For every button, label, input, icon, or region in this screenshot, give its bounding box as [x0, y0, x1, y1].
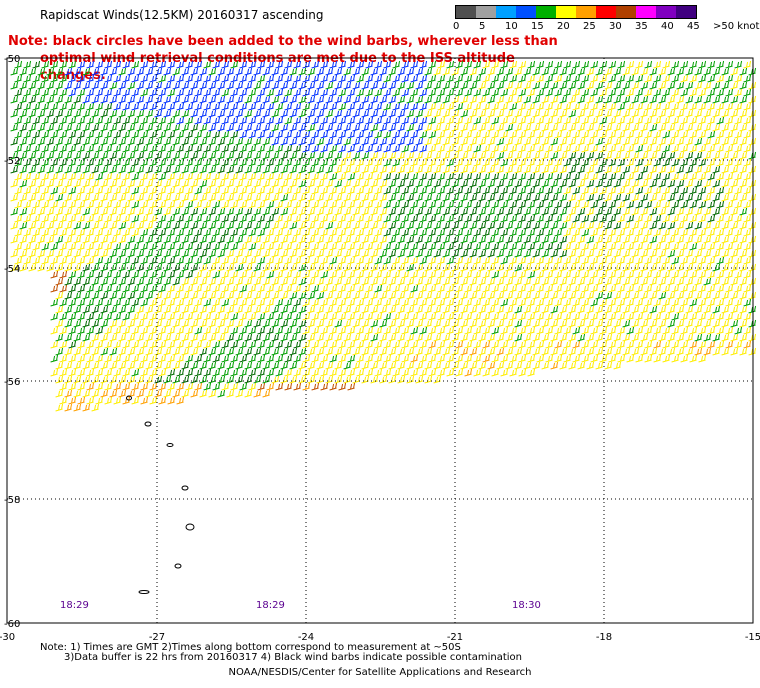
- lat-tick-label: -54: [4, 264, 20, 275]
- footer-notes-line-1: Note: 1) Times are GMT 2)Times along bot…: [40, 642, 461, 653]
- wind-barb-group: [10, 60, 757, 412]
- colorbar-swatch: [556, 6, 576, 18]
- colorbar-label: 30: [609, 21, 622, 32]
- footer-credit: NOAA/NESDIS/Center for Satellite Applica…: [228, 667, 532, 678]
- footer-notes-line-2: 3)Data buffer is 22 hrs from 20160317 4)…: [64, 652, 522, 663]
- island-outline: [126, 395, 132, 401]
- island-outline: [144, 421, 152, 427]
- wind-barb-group: [50, 270, 356, 391]
- longitude-labels: -30 -27 -24 -21 -18 -15: [0, 632, 760, 643]
- pass-time-1: 18:29: [60, 600, 89, 611]
- colorbar-swatch: [476, 6, 496, 18]
- colorbar-swatch: [576, 6, 596, 18]
- lat-tick-label: -60: [4, 619, 20, 630]
- wind-barb-group: [64, 340, 752, 412]
- island-outline: [166, 443, 174, 447]
- colorbar-swatch: [596, 6, 616, 18]
- wind-barb-group: [10, 60, 725, 384]
- lat-tick-label: -50: [4, 54, 20, 65]
- colorbar-label: 20: [557, 21, 570, 32]
- lat-tick-label: -56: [4, 377, 20, 388]
- wind-barb-group: [10, 60, 757, 398]
- pass-time-3: 18:30: [512, 600, 541, 611]
- lon-tick-label: -15: [745, 632, 760, 643]
- colorbar-labels: 0 5 10 15 20 25 30 35 40 45 >50 knots: [453, 19, 760, 33]
- map-grid: [7, 58, 753, 623]
- map-title: Rapidscat Winds(12.5KM) 20160317 ascendi…: [40, 8, 324, 22]
- islands: [126, 395, 195, 594]
- colorbar-label: 15: [531, 21, 544, 32]
- colorbar-swatch: [656, 6, 676, 18]
- colorbar-swatch: [636, 6, 656, 18]
- lat-tick-label: -52: [4, 156, 20, 167]
- lat-tick-label: -58: [4, 495, 20, 506]
- colorbar-swatches: [455, 5, 697, 19]
- colorbar-label: 0: [453, 21, 460, 32]
- latitude-labels: -50 -52 -54 -56 -58 -60: [4, 54, 20, 630]
- lon-tick-label: -18: [596, 632, 612, 643]
- island-outline: [185, 523, 195, 531]
- wind-barbs: [10, 60, 757, 412]
- island-outline: [181, 485, 189, 491]
- colorbar-label: 45: [687, 21, 700, 32]
- note-line-1: Note: black circles have been added to t…: [8, 34, 558, 49]
- colorbar-swatch: [456, 6, 476, 18]
- colorbar-label: 10: [505, 21, 518, 32]
- colorbar-label: >50 knots: [713, 21, 760, 32]
- map-frame: [6, 57, 754, 624]
- colorbar-swatch: [516, 6, 536, 18]
- lon-tick-label: -21: [447, 632, 463, 643]
- colorbar-swatch: [496, 6, 516, 18]
- colorbar-label: 35: [635, 21, 648, 32]
- lon-tick-label: -27: [149, 632, 165, 643]
- colorbar-label: 40: [661, 21, 674, 32]
- contamination-note: Note: black circles have been added to t…: [8, 33, 568, 84]
- wind-speed-colorbar: 0 5 10 15 20 25 30 35 40 45 >50 knots: [453, 5, 760, 33]
- island-outline: [138, 590, 150, 594]
- island-outline: [174, 563, 182, 569]
- lon-tick-label: -30: [0, 632, 15, 643]
- wind-barb-group: [64, 60, 428, 153]
- colorbar-swatch: [536, 6, 556, 18]
- colorbar-label: 5: [479, 21, 486, 32]
- colorbar-swatch: [676, 6, 696, 18]
- pass-time-2: 18:29: [256, 600, 285, 611]
- lon-tick-label: -24: [298, 632, 314, 643]
- colorbar-swatch: [616, 6, 636, 18]
- colorbar-label: 25: [583, 21, 596, 32]
